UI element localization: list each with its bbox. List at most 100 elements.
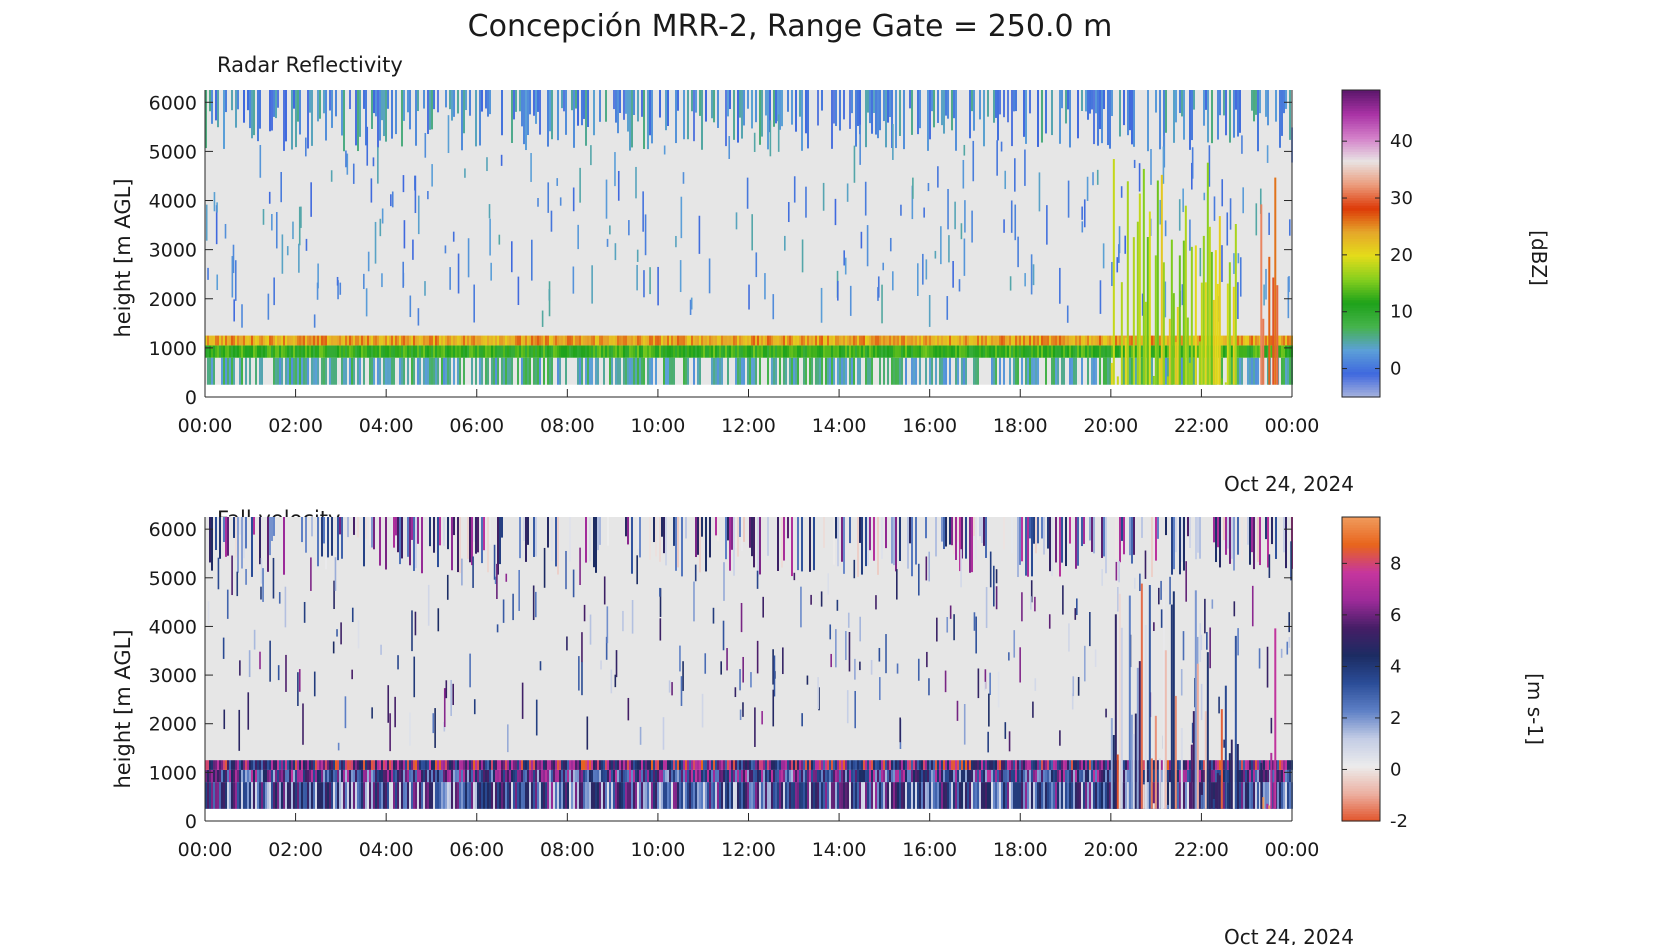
heatmap-cell: [337, 517, 339, 561]
heatmap-cell: [781, 90, 783, 127]
heatmap-cell: [247, 90, 249, 111]
heatmap-cell: [893, 335, 895, 346]
heatmap-cell: [657, 760, 659, 770]
heatmap-cell: [211, 345, 213, 358]
heatmap-cell: [305, 238, 308, 251]
heatmap-cell: [859, 769, 861, 783]
heatmap-cell: [937, 345, 939, 358]
heatmap-cell: [631, 760, 633, 770]
heatmap-cell: [761, 769, 763, 783]
heatmap-cell: [219, 782, 221, 809]
heatmap-cell: [947, 335, 949, 346]
heatmap-cell: [483, 769, 485, 783]
heatmap-cell: [1257, 769, 1259, 783]
heatmap-cell: [489, 345, 491, 358]
heatmap-cell: [627, 697, 630, 721]
heatmap-cell: [867, 769, 869, 783]
heatmap-cell: [1004, 170, 1007, 190]
heatmap-cell: [299, 335, 301, 346]
heatmap-cell: [823, 769, 825, 783]
heatmap-cell: [521, 760, 523, 770]
heatmap-cell: [1095, 760, 1097, 770]
heatmap-cell: [619, 760, 621, 770]
heatmap-cell: [1132, 734, 1135, 809]
heatmap-cell: [1101, 517, 1103, 558]
heatmap-cell: [835, 335, 837, 346]
heatmap-cell: [701, 769, 703, 783]
heatmap-cell: [1231, 345, 1233, 358]
heatmap-cell: [1029, 517, 1031, 539]
heatmap-cell: [761, 760, 763, 770]
colorbar-segment: [1342, 557, 1380, 561]
heatmap-cell: [1021, 335, 1023, 346]
heatmap-cell: [619, 90, 621, 113]
heatmap-cell: [273, 517, 275, 536]
heatmap-cell: [407, 769, 409, 783]
heatmap-cell: [615, 650, 618, 678]
heatmap-cell: [797, 357, 799, 385]
colorbar-segment: [1342, 176, 1380, 181]
heatmap-cell: [237, 769, 239, 783]
heatmap-cell: [233, 782, 235, 809]
y-tick-label: 2000: [149, 714, 197, 736]
heatmap-cell: [245, 517, 247, 549]
heatmap-cell: [335, 345, 337, 358]
colorbar-segment: [1342, 620, 1380, 624]
heatmap-cell: [291, 782, 293, 809]
heatmap-cell: [987, 335, 989, 346]
heatmap-cell: [841, 357, 843, 385]
heatmap-cell: [919, 345, 921, 358]
heatmap-cell: [1200, 683, 1203, 721]
heatmap-cell: [1048, 614, 1051, 629]
heatmap-cell: [1129, 345, 1131, 358]
heatmap-cell: [649, 517, 651, 560]
heatmap-cell: [863, 335, 865, 346]
heatmap-cell: [399, 782, 401, 809]
heatmap-cell: [649, 345, 651, 358]
heatmap-cell: [885, 90, 887, 148]
heatmap-cell: [711, 357, 713, 385]
figure-title: Concepción MRR-2, Range Gate = 250.0 m: [468, 9, 1113, 44]
heatmap-cell: [935, 760, 937, 770]
heatmap-cell: [599, 345, 601, 358]
heatmap-cell: [451, 769, 453, 783]
heatmap-cell: [293, 90, 295, 109]
heatmap-cell: [613, 90, 615, 110]
heatmap-cell: [933, 335, 935, 346]
colorbar-segment: [1342, 590, 1380, 594]
heatmap-cell: [597, 760, 599, 770]
heatmap-cell: [216, 274, 219, 291]
heatmap-cell: [727, 90, 729, 117]
heatmap-cell: [673, 760, 675, 770]
heatmap-cell: [727, 769, 729, 783]
heatmap-cell: [1112, 159, 1115, 385]
heatmap-cell: [409, 335, 411, 346]
heatmap-cell: [957, 345, 959, 358]
heatmap-cell: [1287, 276, 1290, 319]
heatmap-cell: [883, 769, 885, 783]
heatmap-cell: [861, 335, 863, 346]
heatmap-cell: [1021, 769, 1023, 783]
heatmap-cell: [345, 782, 347, 809]
heatmap-cell: [1225, 345, 1227, 358]
heatmap-cell: [245, 335, 247, 346]
heatmap-cell: [461, 558, 463, 586]
heatmap-cell: [705, 782, 707, 809]
heatmap-cell: [751, 345, 753, 358]
heatmap-cell: [1045, 345, 1047, 358]
heatmap-cell: [317, 90, 319, 122]
heatmap-cell: [1051, 90, 1053, 136]
heatmap-cell: [363, 357, 365, 385]
heatmap-cell: [1208, 145, 1211, 187]
heatmap-cell: [289, 782, 291, 809]
heatmap-cell: [899, 782, 901, 809]
heatmap-cell: [971, 517, 973, 573]
heatmap-cell: [701, 335, 703, 346]
heatmap-cell: [385, 357, 387, 385]
heatmap-cell: [1196, 663, 1199, 809]
heatmap-cell: [1093, 357, 1095, 385]
heatmap-cell: [459, 517, 461, 574]
heatmap-cell: [1116, 754, 1119, 809]
heatmap-cell: [491, 335, 493, 346]
heatmap-cell: [737, 357, 739, 385]
